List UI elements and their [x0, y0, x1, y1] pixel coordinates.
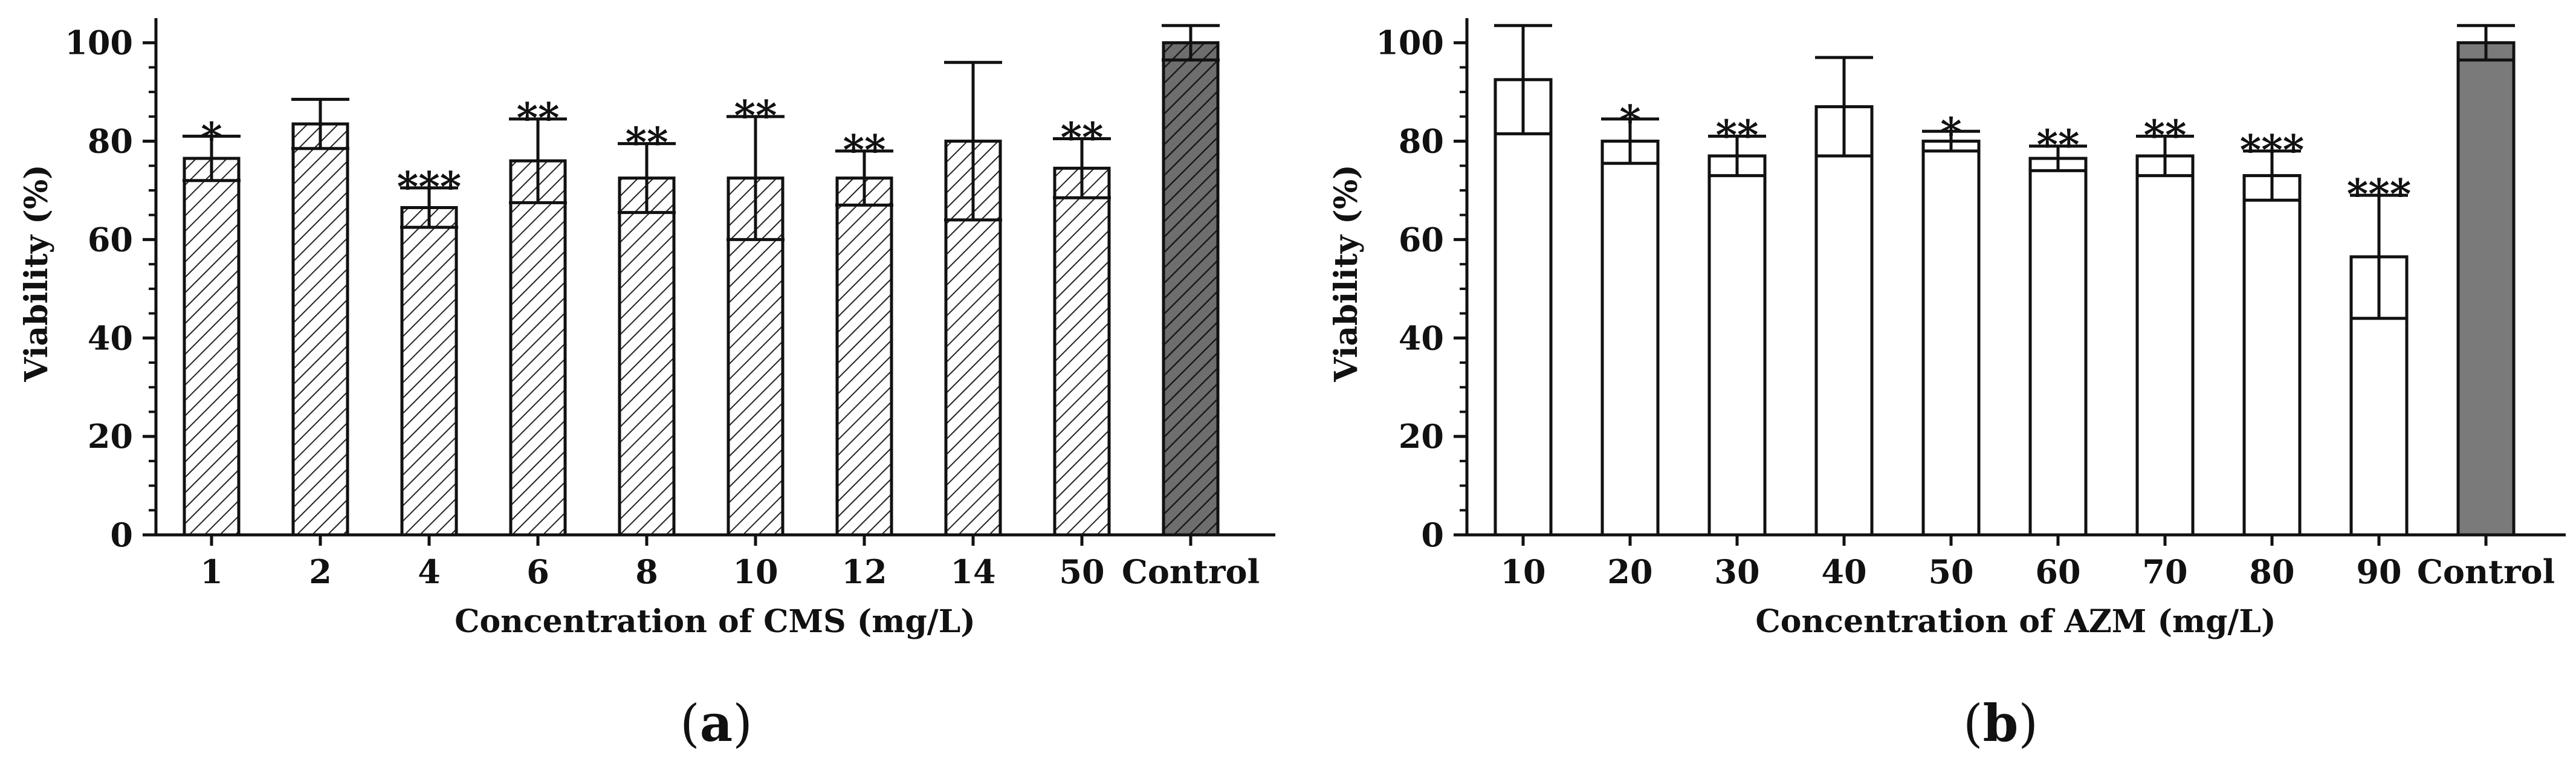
x-tick-label: 2 — [309, 552, 332, 591]
x-tick-label: 1 — [200, 552, 223, 591]
x-axis-label: Concentration of CMS (mg/L) — [455, 603, 976, 640]
x-tick-label: 50 — [1059, 552, 1104, 591]
bar — [835, 176, 893, 537]
bar — [2456, 41, 2516, 537]
y-tick-label: 100 — [1376, 24, 1444, 62]
bar — [400, 206, 458, 537]
significance-label: ** — [625, 119, 668, 167]
y-tick-label: 0 — [1421, 516, 1444, 554]
x-tick-label: 80 — [2249, 552, 2294, 591]
y-tick-label: 60 — [88, 220, 133, 259]
bar — [1814, 105, 1874, 537]
significance-label: ** — [1715, 111, 1758, 160]
x-tick-label: 70 — [2142, 552, 2187, 591]
significance-label: * — [201, 114, 222, 162]
bar — [2135, 154, 2195, 537]
x-tick-label: 40 — [1821, 552, 1866, 591]
x-tick-label: 10 — [1500, 552, 1545, 591]
significance-label: ** — [734, 92, 777, 140]
x-tick-label: 30 — [1714, 552, 1759, 591]
x-axis-label: Concentration of AZM (mg/L) — [1755, 603, 2276, 640]
x-tick-label: 60 — [2035, 552, 2080, 591]
bar — [1600, 140, 1660, 537]
bar — [183, 157, 241, 537]
y-axis-label: Viability (%) — [1328, 164, 1365, 382]
bar — [618, 176, 676, 537]
bar — [1162, 41, 1220, 537]
panel-label: (a) — [680, 693, 752, 753]
y-tick-label: 100 — [65, 24, 133, 62]
y-tick-label: 60 — [1399, 220, 1444, 259]
panel-label: (b) — [1963, 693, 2038, 753]
significance-label: * — [1619, 97, 1641, 145]
bar — [1921, 140, 1981, 537]
y-tick-label: 40 — [88, 318, 133, 357]
significance-label: ** — [843, 126, 885, 175]
y-tick-label: 20 — [88, 417, 133, 456]
bar — [2028, 157, 2088, 537]
x-tick-label: 50 — [1928, 552, 1973, 591]
x-tick-label: 20 — [1607, 552, 1652, 591]
bar — [509, 159, 567, 537]
y-tick-label: 20 — [1399, 417, 1444, 456]
x-tick-label: Control — [1122, 552, 1260, 591]
significance-label: *** — [2347, 170, 2412, 219]
y-tick-label: 0 — [110, 516, 133, 554]
significance-label: ** — [1060, 114, 1103, 163]
bar — [2242, 174, 2302, 537]
x-tick-label: 14 — [950, 552, 995, 591]
panel-a-chart: Viability (%) Concentration of CMS (mg/L… — [18, 18, 1275, 753]
x-tick-label: 90 — [2356, 552, 2401, 591]
significance-label: ** — [516, 94, 559, 143]
significance-label: ** — [2036, 121, 2079, 170]
y-tick-label: 40 — [1399, 318, 1444, 357]
significance-label: *** — [397, 163, 462, 212]
x-tick-label: 10 — [733, 552, 778, 591]
x-tick-label: 8 — [635, 552, 658, 591]
bar — [1053, 166, 1111, 537]
panel-b-chart: Viability (%) Concentration of AZM (mg/L… — [1328, 18, 2566, 753]
bar — [1493, 78, 1553, 537]
significance-label: *** — [2240, 126, 2305, 175]
significance-label: * — [1940, 109, 1962, 157]
x-tick-label: 4 — [418, 552, 441, 591]
bar — [1707, 154, 1767, 537]
y-axis-label: Viability (%) — [18, 164, 55, 382]
y-tick-label: 80 — [1399, 122, 1444, 161]
significance-label: ** — [2143, 111, 2186, 160]
y-tick-label: 80 — [88, 122, 133, 161]
bar — [291, 122, 349, 537]
x-tick-label: 12 — [841, 552, 887, 591]
x-tick-label: 6 — [526, 552, 549, 591]
x-tick-label: Control — [2417, 552, 2555, 591]
